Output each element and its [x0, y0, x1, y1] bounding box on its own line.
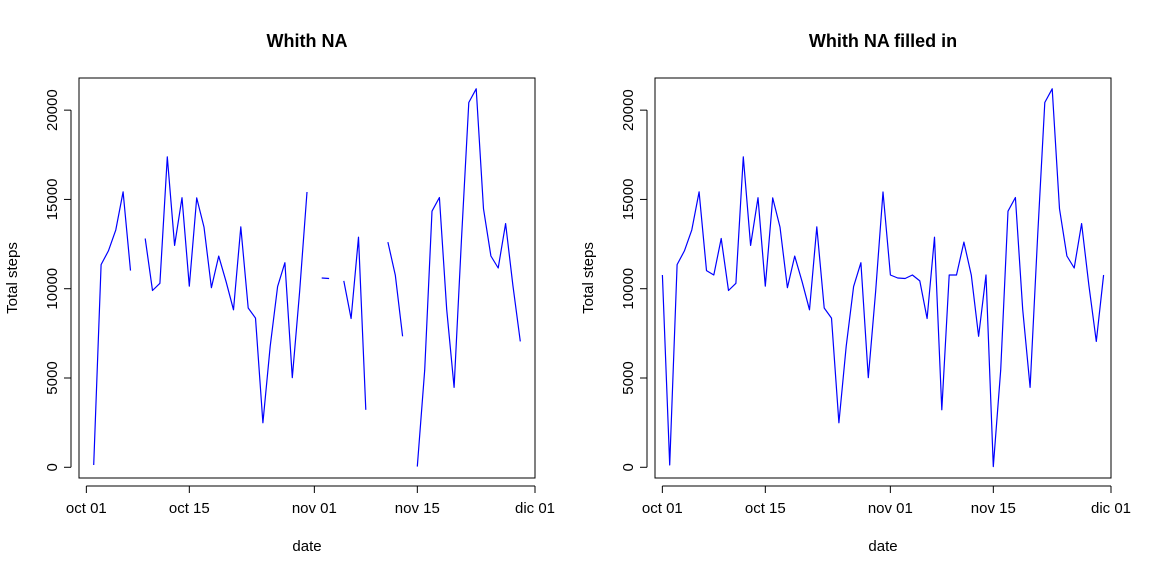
series-line	[661, 88, 1105, 468]
y-tick-label: 5000	[44, 361, 61, 394]
x-tick-label: nov 01	[292, 500, 337, 517]
y-ticks: 0 5000 10000 15000 20000	[620, 89, 648, 471]
x-tick-label: oct 15	[169, 500, 210, 517]
y-axis-label: Total steps	[580, 242, 597, 314]
panel-left: Whith NA oct 01 oct 15 nov 01 nov 15 dic 01 …	[4, 31, 555, 555]
x-ticks: oct 01 oct 15 nov 01 nov 15 dic 01	[642, 485, 1131, 517]
y-tick-label: 10000	[620, 268, 637, 310]
x-tick-label: dic 01	[1091, 500, 1131, 517]
series-lines	[93, 88, 521, 467]
x-axis-label: date	[868, 538, 897, 555]
x-axis-label: date	[292, 538, 321, 555]
y-tick-label: 15000	[44, 179, 61, 221]
y-tick-label: 15000	[620, 179, 637, 221]
y-ticks: 0 5000 10000 15000 20000	[44, 89, 72, 471]
x-tick-label: oct 01	[66, 500, 107, 517]
y-tick-label: 0	[620, 463, 637, 471]
chart-title: Whith NA	[267, 31, 348, 51]
x-tick-label: oct 15	[745, 500, 786, 517]
chart-title: Whith NA filled in	[809, 31, 957, 51]
plot-frame	[78, 77, 536, 479]
x-ticks: oct 01 oct 15 nov 01 nov 15 dic 01	[66, 485, 555, 517]
panel-right: Whith NA filled in oct 01 oct 15 nov 01 nov…	[580, 31, 1131, 555]
x-tick-label: nov 15	[971, 500, 1016, 517]
x-tick-label: oct 01	[642, 500, 683, 517]
series-lines	[661, 88, 1105, 468]
series-line	[93, 88, 521, 467]
y-tick-label: 10000	[44, 268, 61, 310]
x-tick-label: nov 15	[395, 500, 440, 517]
x-tick-label: nov 01	[868, 500, 913, 517]
y-tick-label: 0	[44, 463, 61, 471]
y-tick-label: 20000	[620, 89, 637, 131]
y-tick-label: 20000	[44, 89, 61, 131]
y-axis-label: Total steps	[4, 242, 21, 314]
plot-frame	[654, 77, 1112, 479]
x-tick-label: dic 01	[515, 500, 555, 517]
y-tick-label: 5000	[620, 361, 637, 394]
